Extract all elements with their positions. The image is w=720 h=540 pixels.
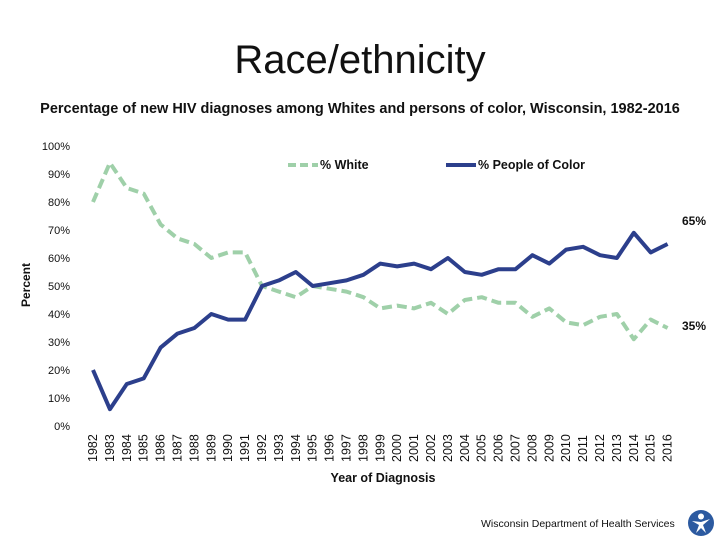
x-tick-label: 2014 [627,434,641,462]
y-tick-label: 30% [48,337,70,349]
y-tick-label: 90% [48,169,70,181]
dhs-logo-icon [688,510,714,536]
end-label-white: 35% [682,319,706,333]
x-tick-label: 1986 [154,434,168,462]
chart-subtitle: Percentage of new HIV diagnoses among Wh… [40,101,680,117]
legend-label-white: % White [320,158,369,172]
x-tick-label: 2009 [542,434,556,462]
x-tick-label: 2013 [610,434,624,462]
x-tick-label: 2005 [475,434,489,462]
slide-title: Race/ethnicity [234,38,486,82]
x-tick-label: 1983 [103,434,117,462]
y-tick-label: 100% [42,141,70,153]
x-tick-label: 1996 [323,434,337,462]
series-layer: 35% 65% [91,160,706,412]
y-tick-label: 80% [48,197,70,209]
x-tick-label: 1991 [238,434,252,462]
x-tick-label: 1985 [137,434,151,462]
x-tick-label: 2015 [644,434,658,462]
y-tick-label: 70% [48,225,70,237]
x-tick-label: 2003 [441,434,455,462]
x-tick-label: 1984 [120,434,134,462]
x-tick-label: 1987 [171,434,185,462]
y-tick-label: 10% [48,393,70,405]
y-axis: 0% 10% 20% 30% 40% 50% 60% 70% 80% 90% 100% [42,141,70,433]
y-tick-label: 40% [48,309,70,321]
x-tick-label: 1997 [340,434,354,462]
x-tick-label: 1998 [356,434,370,462]
y-axis-title: Percent [19,263,33,307]
x-tick-label: 2008 [525,434,539,462]
y-tick-label: 0% [54,421,70,433]
x-tick-label: 1999 [373,434,387,462]
end-label-people-of-color: 65% [682,214,706,228]
x-tick-label: 1994 [289,434,303,462]
series-people-of-color-line [91,230,669,412]
x-axis: 1982 1983 1984 1985 1986 1987 1988 1989 1990 1991… [86,434,675,462]
x-tick-label: 2006 [492,434,506,462]
source-credit: Wisconsin Department of Health Services [481,518,675,530]
x-tick-label: 1990 [221,434,235,462]
x-tick-label: 2011 [576,435,590,462]
x-tick-label: 1992 [255,434,269,462]
series-white-line [91,160,669,342]
legend: % White % People of Color [288,158,585,172]
x-tick-label: 1993 [272,434,286,462]
x-tick-label: 2001 [407,434,421,462]
x-tick-label: 1995 [306,434,320,462]
x-tick-label: 2010 [559,434,573,462]
x-tick-label: 1988 [187,434,201,462]
x-tick-label: 2016 [661,434,675,462]
x-tick-label: 1989 [204,434,218,462]
x-tick-label: 2007 [509,434,523,462]
y-tick-label: 50% [48,281,70,293]
x-axis-title: Year of Diagnosis [331,471,436,485]
x-tick-label: 2012 [593,434,607,462]
x-tick-label: 2002 [424,434,438,462]
legend-label-people-of-color: % People of Color [478,158,585,172]
y-tick-label: 60% [48,253,70,265]
x-tick-label: 2004 [458,434,472,462]
x-tick-label: 2000 [390,434,404,462]
x-tick-label: 1982 [86,434,100,462]
y-tick-label: 20% [48,365,70,377]
